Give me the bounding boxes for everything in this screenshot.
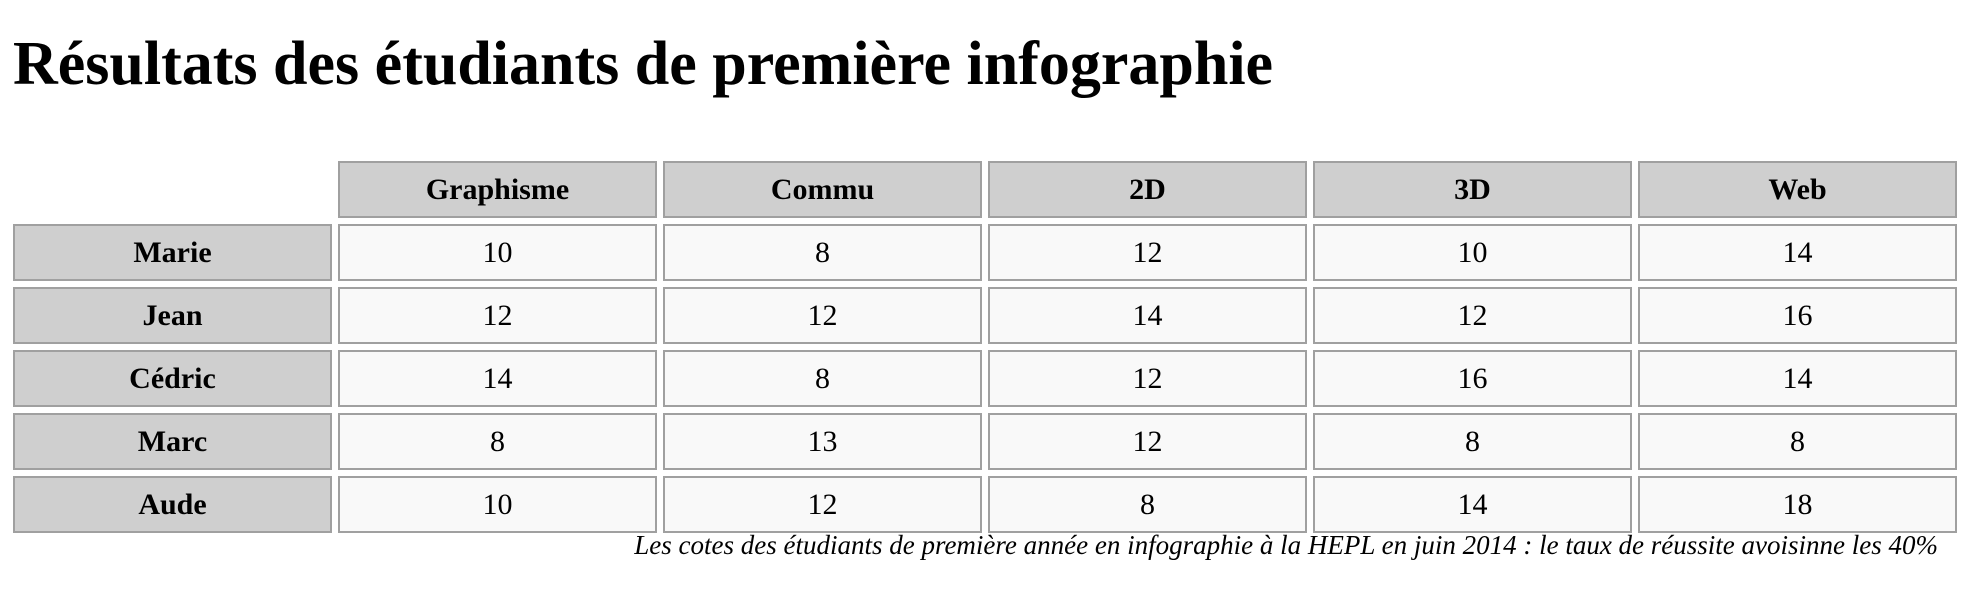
column-header-commu: Commu <box>663 161 982 218</box>
table-cell: 12 <box>988 350 1307 407</box>
table-cell: 12 <box>338 287 657 344</box>
table-row: Aude 10 12 8 14 18 <box>13 476 1957 533</box>
table-cell: 12 <box>1313 287 1632 344</box>
table-row: Jean 12 12 14 12 16 <box>13 287 1957 344</box>
row-header-student: Marie <box>13 224 332 281</box>
table-row: Cédric 14 8 12 16 14 <box>13 350 1957 407</box>
row-header-student: Jean <box>13 287 332 344</box>
table-cell: 14 <box>1638 224 1957 281</box>
table-cell: 14 <box>1313 476 1632 533</box>
results-table: Graphisme Commu 2D 3D Web Marie 10 8 12 … <box>7 155 1963 539</box>
row-header-student: Marc <box>13 413 332 470</box>
table-cell: 12 <box>663 287 982 344</box>
table-cell: 10 <box>1313 224 1632 281</box>
table-cell: 16 <box>1638 287 1957 344</box>
table-cell: 12 <box>988 413 1307 470</box>
table-caption: Les cotes des étudiants de première anné… <box>634 530 1938 560</box>
table-cell: 14 <box>1638 350 1957 407</box>
table-cell: 8 <box>1313 413 1632 470</box>
page-title: Résultats des étudiants de première info… <box>13 30 1274 98</box>
column-header-web: Web <box>1638 161 1957 218</box>
table-cell: 14 <box>988 287 1307 344</box>
table-cell: 12 <box>988 224 1307 281</box>
table-cell: 8 <box>663 350 982 407</box>
table-cell: 18 <box>1638 476 1957 533</box>
table-cell: 8 <box>1638 413 1957 470</box>
table-cell: 13 <box>663 413 982 470</box>
row-header-student: Cédric <box>13 350 332 407</box>
table-row: Marie 10 8 12 10 14 <box>13 224 1957 281</box>
column-header-2d: 2D <box>988 161 1307 218</box>
column-header-graphisme: Graphisme <box>338 161 657 218</box>
column-header-3d: 3D <box>1313 161 1632 218</box>
table-corner <box>13 161 332 218</box>
table-cell: 8 <box>988 476 1307 533</box>
row-header-student: Aude <box>13 476 332 533</box>
table-cell: 16 <box>1313 350 1632 407</box>
table-cell: 10 <box>338 476 657 533</box>
table-cell: 12 <box>663 476 982 533</box>
table-row: Marc 8 13 12 8 8 <box>13 413 1957 470</box>
table-cell: 8 <box>338 413 657 470</box>
header-row: Graphisme Commu 2D 3D Web <box>13 161 1957 218</box>
table-cell: 14 <box>338 350 657 407</box>
table-cell: 10 <box>338 224 657 281</box>
table-cell: 8 <box>663 224 982 281</box>
